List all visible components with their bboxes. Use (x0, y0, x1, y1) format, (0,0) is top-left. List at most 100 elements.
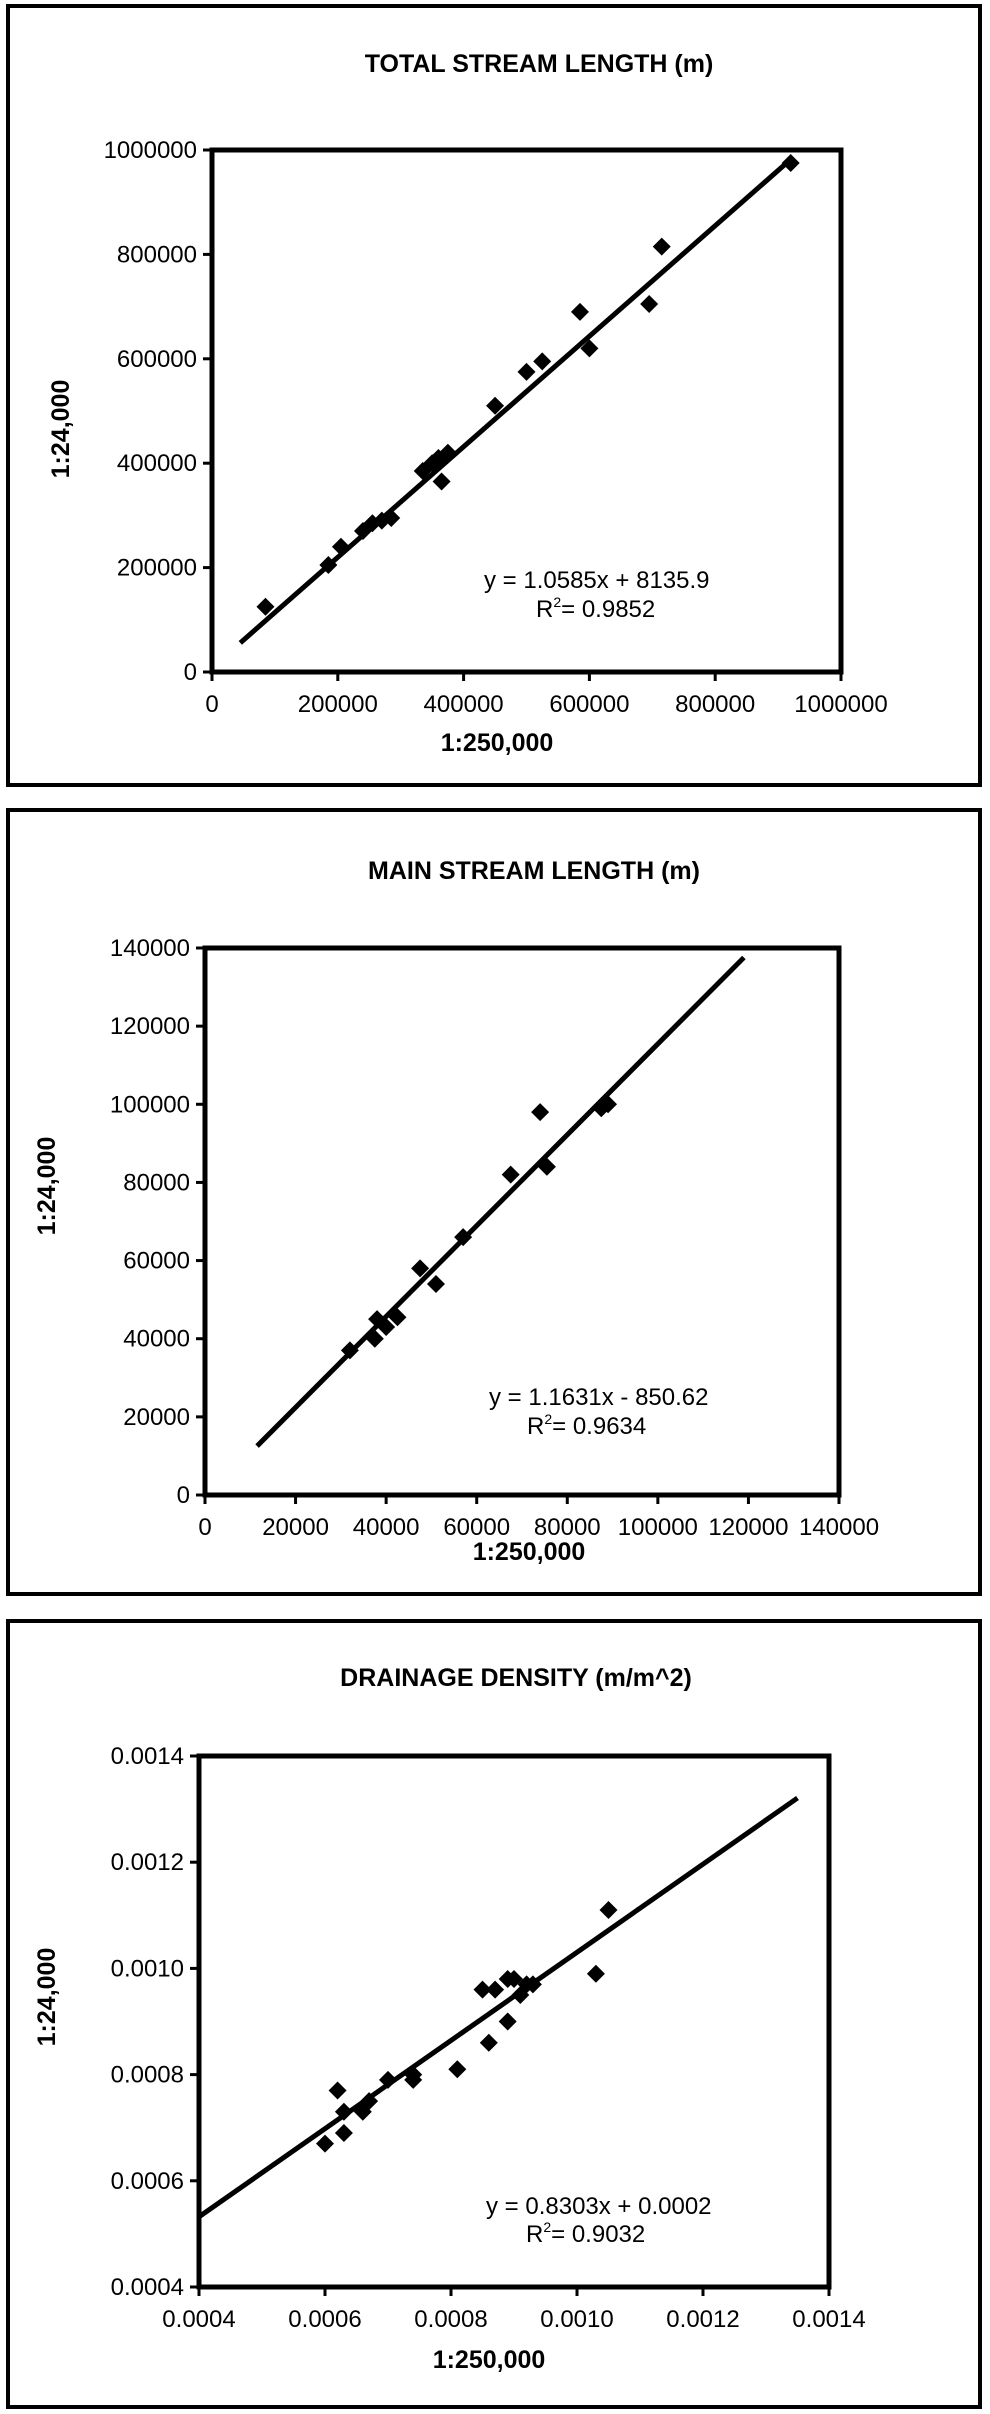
x-tick-label: 0.0010 (540, 2306, 613, 2333)
data-point (448, 2060, 467, 2079)
y-tick-label: 80000 (123, 1169, 190, 1196)
data-point (517, 362, 536, 381)
chart-panel-drainage-density: DRAINAGE DENSITY (m/m^2) 1:250,000 1:24,… (6, 1619, 982, 2409)
data-point (454, 1228, 473, 1247)
data-point (486, 396, 505, 415)
data-point (388, 1308, 407, 1327)
y-tick-label: 0 (177, 1482, 190, 1509)
data-point (368, 1310, 387, 1329)
x-tick-label: 0.0004 (162, 2306, 235, 2333)
chart-svg: DRAINAGE DENSITY (m/m^2) 1:250,000 1:24,… (33, 1664, 866, 2374)
data-point (328, 2081, 347, 2100)
y-axis-label: 1:24,000 (47, 380, 75, 479)
data-point (473, 1980, 492, 1999)
chart-title: TOTAL STREAM LENGTH (m) (365, 50, 714, 78)
plot-area (209, 147, 844, 675)
x-tick-label: 0.0014 (792, 2306, 865, 2333)
chart-panel-total-stream-length: TOTAL STREAM LENGTH (m) 1:250,000 1:24,0… (6, 4, 982, 787)
data-point (479, 2033, 498, 2052)
data-point (523, 1975, 542, 1994)
x-tick-label: 0.0008 (414, 2306, 487, 2333)
x-tick-label: 20000 (262, 1514, 329, 1541)
data-point (379, 2070, 397, 2089)
data-point (537, 1157, 556, 1176)
data-point (319, 555, 338, 574)
data-point (652, 237, 671, 256)
x-tick-label: 400000 (424, 691, 504, 718)
data-point (256, 597, 275, 616)
y-tick-label: 60000 (123, 1248, 190, 1275)
x-tick-label: 0.0006 (288, 2306, 361, 2333)
y-tick-label: 0.0004 (111, 2274, 184, 2301)
x-tick-label: 800000 (675, 691, 755, 718)
data-point (438, 443, 457, 462)
plot-area (196, 1753, 832, 2290)
data-point (377, 1317, 396, 1336)
x-tick-label: 0.0012 (666, 2306, 739, 2333)
data-point (365, 1329, 384, 1348)
data-point (334, 2102, 353, 2121)
x-tick-label: 100000 (618, 1514, 698, 1541)
trendline-equation: y = 0.8303x + 0.0002 (486, 2193, 712, 2220)
r-squared-label: R2= 0.9032 (526, 2219, 645, 2248)
y-axis-label: 1:24,000 (33, 1948, 61, 2047)
y-tick-label: 0.0012 (111, 1849, 184, 1876)
chart-svg: MAIN STREAM LENGTH (m) 1:250,000 1:24,00… (33, 857, 879, 1566)
data-point (533, 352, 552, 371)
x-tick-label: 60000 (443, 1514, 510, 1541)
chart-svg: TOTAL STREAM LENGTH (m) 1:250,000 1:24,0… (47, 50, 888, 757)
data-point (511, 1985, 530, 2004)
data-point (363, 514, 382, 533)
data-point (411, 1259, 430, 1278)
x-tick-label: 120000 (708, 1514, 788, 1541)
data-point (570, 302, 589, 321)
x-tick-label: 80000 (534, 1514, 601, 1541)
data-point (382, 509, 401, 528)
x-tick-label: 600000 (549, 691, 629, 718)
data-point (316, 2134, 334, 2153)
data-point (486, 1980, 505, 1999)
r-squared-label: R2= 0.9634 (527, 1411, 646, 1440)
x-tick-label: 40000 (353, 1514, 420, 1541)
x-tick-label: 1000000 (794, 691, 887, 718)
data-point (640, 294, 659, 313)
x-tick-label: 0 (205, 691, 218, 718)
x-tick-label: 200000 (298, 691, 378, 718)
y-tick-label: 120000 (110, 1013, 190, 1040)
y-axis-label: 1:24,000 (33, 1137, 61, 1236)
chart-title: DRAINAGE DENSITY (m/m^2) (340, 1664, 692, 1692)
y-tick-label: 140000 (110, 935, 190, 962)
y-tick-label: 200000 (117, 555, 197, 582)
plot-area (202, 945, 842, 1498)
data-point (505, 1970, 523, 1989)
data-point (331, 537, 350, 556)
trendline (255, 955, 746, 1448)
x-tick-label: 140000 (799, 1514, 879, 1541)
data-point (586, 1964, 605, 1983)
trendline-equation: y = 1.1631x - 850.62 (489, 1384, 709, 1411)
data-point (599, 1900, 618, 1919)
x-axis-label: 1:250,000 (473, 1538, 586, 1566)
trendline (197, 1795, 799, 2219)
data-point (599, 1095, 618, 1114)
y-tick-label: 400000 (117, 450, 197, 477)
data-point (580, 339, 599, 358)
chart-panel-main-stream-length: MAIN STREAM LENGTH (m) 1:250,000 1:24,00… (6, 808, 982, 1596)
data-point (432, 472, 451, 491)
chart-title: MAIN STREAM LENGTH (m) (368, 857, 700, 885)
y-tick-label: 1000000 (104, 137, 197, 164)
data-point (334, 2124, 353, 2143)
y-tick-label: 20000 (123, 1404, 190, 1431)
trendline-equation: y = 1.0585x + 8135.9 (484, 567, 710, 594)
data-point (340, 1341, 359, 1360)
data-point (531, 1103, 550, 1122)
y-tick-label: 800000 (117, 241, 197, 268)
y-tick-label: 100000 (110, 1091, 190, 1118)
data-point (501, 1165, 520, 1184)
y-tick-label: 0 (184, 659, 197, 686)
x-axis-label: 1:250,000 (433, 2346, 546, 2374)
data-point (781, 154, 800, 173)
r-squared-label: R2= 0.9852 (536, 594, 655, 623)
y-tick-label: 40000 (123, 1326, 190, 1353)
y-tick-label: 0.0014 (111, 1743, 184, 1770)
